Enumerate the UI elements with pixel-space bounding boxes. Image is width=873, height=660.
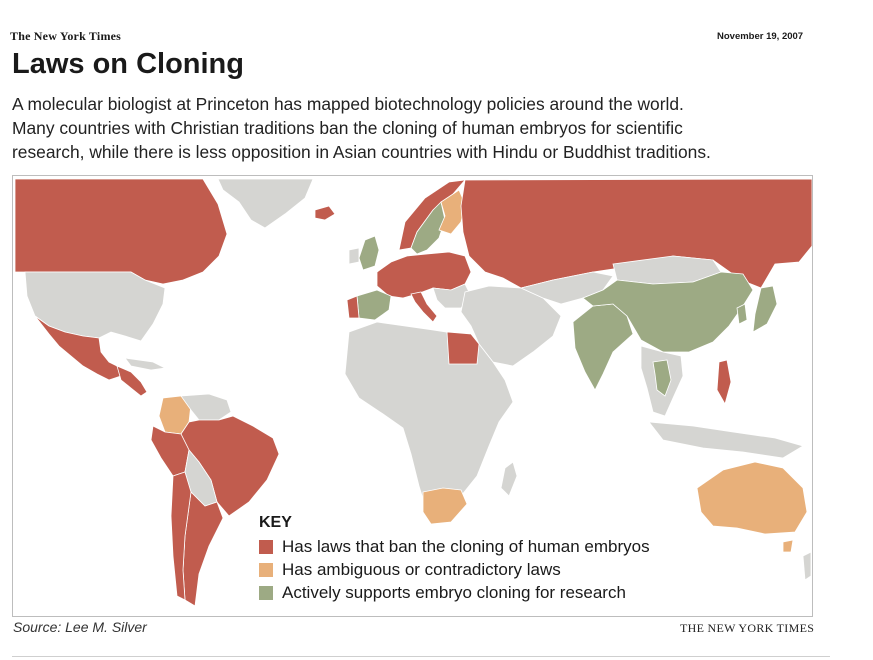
source-note: Source: Lee M. Silver: [13, 619, 147, 635]
region-iceland: [314, 205, 336, 221]
supports-swatch: [259, 585, 273, 600]
map-canvas: [14, 178, 812, 607]
key-item-ambiguous: Has ambiguous or contradictory laws: [259, 558, 709, 581]
region-united-kingdom: [358, 235, 380, 271]
ambiguous-swatch: [259, 562, 273, 577]
credit: THE NEW YORK TIMES: [680, 621, 815, 635]
region-madagascar: [500, 461, 518, 497]
region-central-america: [116, 365, 148, 397]
region-greenland: [217, 178, 314, 229]
world-map: KEY Has laws that ban the cloning of hum…: [12, 175, 813, 617]
key-item-supports: Actively supports embryo cloning for res…: [259, 581, 709, 604]
region-indonesia: [648, 421, 804, 459]
dek-line: A molecular biologist at Princeton has m…: [12, 94, 684, 114]
bottom-rule: [12, 656, 830, 657]
region-venezuela: [180, 393, 232, 421]
region-new-zealand: [802, 551, 812, 581]
region-canada: [14, 178, 228, 285]
region-caribbean: [124, 357, 167, 371]
region-spain: [356, 289, 392, 321]
ban-swatch: [259, 539, 273, 554]
map-key: KEY Has laws that ban the cloning of hum…: [259, 514, 709, 604]
region-india: [572, 303, 634, 391]
region-south-korea: [736, 303, 748, 325]
region-finland: [438, 189, 466, 235]
region-japan: [752, 285, 778, 333]
region-ireland: [348, 247, 360, 265]
dek-line: research, while there is less opposition…: [12, 142, 711, 162]
region-south-africa: [422, 487, 468, 525]
region-africa: [344, 321, 514, 515]
region-australia: [696, 461, 808, 535]
region-philippines: [716, 359, 732, 406]
key-label: Has ambiguous or contradictory laws: [282, 559, 561, 579]
region-tasmania: [782, 539, 794, 553]
page-title: Laws on Cloning: [12, 48, 244, 80]
region-portugal: [346, 295, 360, 319]
dek-line: Many countries with Christian traditions…: [12, 118, 683, 138]
dek: A molecular biologist at Princeton has m…: [12, 92, 832, 164]
key-title: KEY: [259, 514, 292, 531]
key-label: Actively supports embryo cloning for res…: [282, 582, 626, 602]
region-egypt: [446, 331, 480, 365]
masthead: The New York Times: [10, 29, 122, 43]
key-label: Has laws that ban the cloning of human e…: [282, 536, 650, 556]
region-chile: [170, 471, 192, 601]
region-china: [582, 271, 754, 353]
region-italy: [410, 291, 438, 323]
region-thailand: [652, 359, 672, 397]
key-item-ban: Has laws that ban the cloning of human e…: [259, 535, 709, 558]
publication-date: November 19, 2007: [717, 31, 804, 42]
